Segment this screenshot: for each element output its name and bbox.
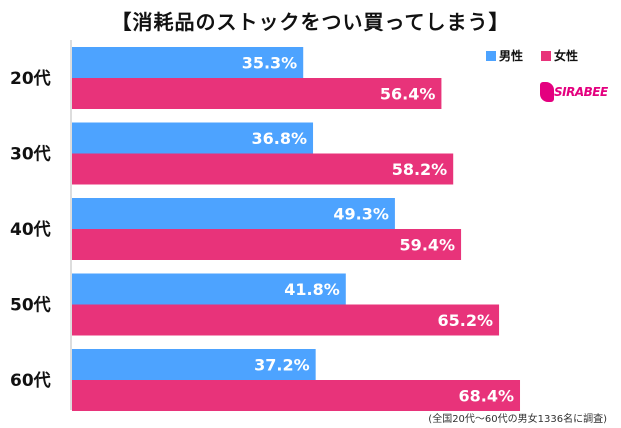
- logo-text: SIRABEE: [554, 85, 608, 99]
- bar-male-3: [72, 198, 395, 229]
- value-label-male-2: 36.8%: [252, 129, 308, 148]
- category-label-2: 30代: [10, 144, 51, 165]
- legend-item-male: 男性: [486, 47, 523, 64]
- category-label-1: 20代: [10, 68, 51, 89]
- legend-item-female: 女性: [541, 47, 578, 64]
- bar-male-4: [72, 273, 346, 305]
- value-label-male-3: 49.3%: [333, 205, 389, 224]
- category-label-4: 50代: [10, 295, 51, 316]
- category-label-5: 60代: [10, 370, 51, 391]
- value-label-female-3: 59.4%: [400, 236, 456, 255]
- bars-group: 35.3% 56.4% 36.8% 58.2% 49.3% 59.4% 41.8% 65.2%…: [72, 47, 521, 411]
- bar-male-2: [72, 122, 314, 154]
- bar-female-3: [72, 229, 462, 260]
- sirabee-logo: SIRABEE: [540, 80, 610, 102]
- bar-female-4: [72, 304, 500, 336]
- value-label-male-1: 35.3%: [242, 54, 298, 73]
- value-label-male-4: 41.8%: [284, 280, 340, 299]
- legend-label-female: 女性: [554, 49, 579, 63]
- logo-mark-icon: [540, 82, 554, 102]
- legend-swatch-female: [541, 50, 551, 61]
- footnote: (全国20代～60代の男女1336名に調査): [428, 414, 607, 425]
- bar-female-5: [72, 380, 521, 411]
- value-label-female-4: 65.2%: [438, 311, 494, 330]
- chart-title: 【消耗品のストックをつい買ってしまう】: [111, 10, 510, 34]
- bar-female-1: [72, 78, 442, 109]
- category-label-3: 40代: [10, 219, 51, 240]
- value-label-female-2: 58.2%: [392, 160, 448, 179]
- bar-female-2: [72, 153, 454, 185]
- bar-male-1: [72, 47, 304, 78]
- bar-male-5: [72, 349, 316, 380]
- legend-label-male: 男性: [499, 49, 524, 63]
- value-label-female-1: 56.4%: [380, 85, 436, 104]
- legend-swatch-male: [486, 50, 496, 61]
- value-label-male-5: 37.2%: [254, 356, 310, 375]
- value-label-female-5: 68.4%: [459, 387, 515, 406]
